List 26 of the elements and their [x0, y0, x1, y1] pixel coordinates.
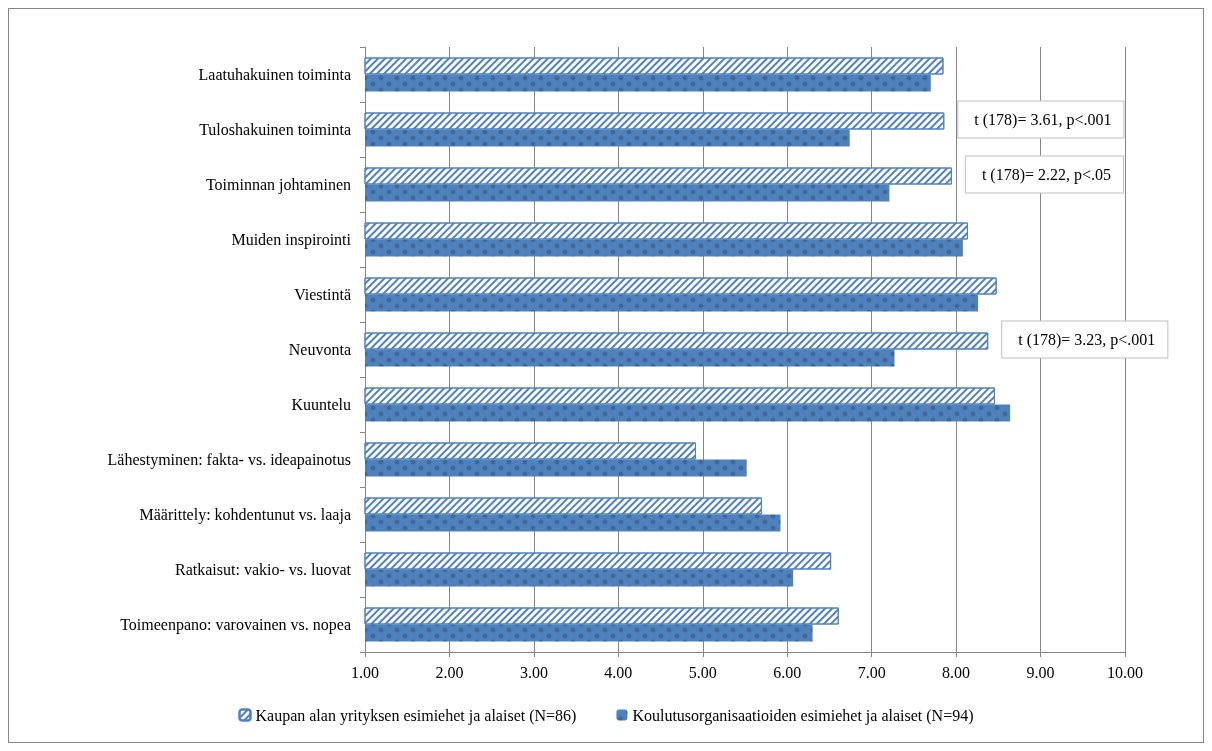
- x-tick-label: 3.00: [519, 663, 548, 681]
- x-tick-label: 1.00: [351, 663, 379, 681]
- x-tick-label: 9.00: [1026, 663, 1055, 681]
- x-tick-label: 8.00: [942, 663, 971, 681]
- y-tick-label: Lähestyminen: fakta- vs. ideapainotus: [107, 451, 351, 469]
- y-tick-label: Kuuntelu: [291, 396, 351, 413]
- y-tick-label: Toiminnan johtaminen: [205, 176, 351, 194]
- y-tick-label: Laatuhakuinen toiminta: [198, 66, 351, 83]
- y-tick-label: Viestintä: [294, 286, 351, 303]
- x-tick-label: 4.00: [604, 663, 633, 681]
- y-tick-label: Tuloshakuinen toiminta: [199, 121, 351, 138]
- legend-label: Kaupan alan yrityksen esimiehet ja alaiset (N=86): [255, 706, 577, 725]
- y-tick-label: Toimeenpano: varovainen vs. nopea: [120, 616, 351, 634]
- x-tick-label: 7.00: [857, 663, 886, 681]
- y-tick-label: Määrittely: kohdentunut vs. laaja: [139, 506, 351, 524]
- y-tick-label: Muiden inspirointi: [231, 231, 352, 249]
- y-tick-label: Ratkaisut: vakio- vs. luovat: [175, 561, 352, 578]
- annotation: t (178)= 2.22, p<.05: [981, 166, 1112, 184]
- x-tick-label: 5.00: [688, 663, 717, 681]
- x-tick-label: 6.00: [773, 663, 802, 681]
- x-tick-label: 2.00: [435, 663, 464, 681]
- annotation: t (178)= 3.23, p<.001: [1018, 331, 1156, 349]
- y-tick-label: Neuvonta: [288, 341, 351, 358]
- annotation: t (178)= 3.61, p<.001: [974, 111, 1112, 129]
- legend-label: Koulutusorganisaatioiden esimiehet ja alaiset (N=94): [632, 706, 974, 725]
- x-tick-label: 10.00: [1107, 663, 1143, 681]
